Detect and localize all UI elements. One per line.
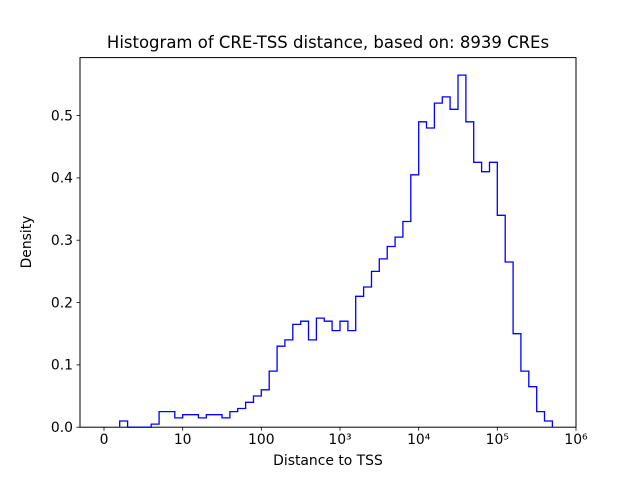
- chart-title: Histogram of CRE-TSS distance, based on:…: [106, 33, 550, 52]
- x-tick-label: 100: [248, 432, 275, 448]
- y-tick-label: 0.1: [51, 358, 73, 374]
- histogram-step-line: [119, 74, 554, 428]
- x-axis-label: Distance to TSS: [273, 453, 383, 469]
- x-tick-label: 10⁶: [564, 432, 588, 448]
- y-axis-label: Density: [19, 215, 35, 269]
- y-tick-label: 0.4: [51, 171, 73, 187]
- x-tick-label: 0: [100, 432, 109, 448]
- x-tick-label: 10: [174, 432, 192, 448]
- y-tick-label: 0.0: [51, 420, 73, 436]
- x-tick-label: 10⁴: [407, 432, 431, 448]
- y-tick-label: 0.3: [51, 233, 73, 249]
- x-tick-label: 10³: [328, 432, 351, 448]
- y-tick-label: 0.2: [51, 295, 73, 311]
- y-tick-label: 0.5: [51, 108, 73, 124]
- plot-border: [79, 57, 577, 428]
- x-tick-label: 10⁵: [486, 432, 509, 448]
